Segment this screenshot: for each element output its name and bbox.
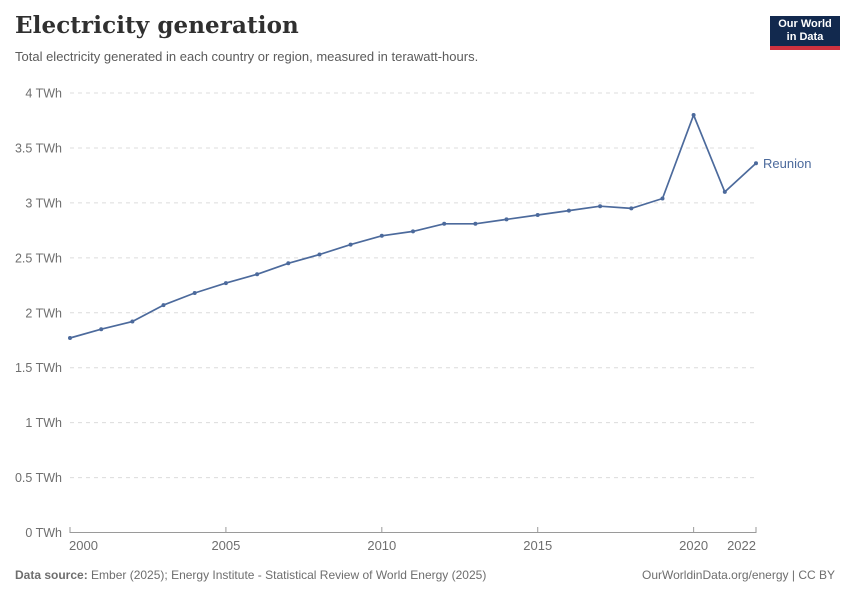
chart-title: Electricity generation (15, 12, 299, 39)
x-tick-label: 2010 (367, 538, 396, 553)
data-point (504, 217, 509, 222)
y-tick-label: 2 TWh (25, 306, 62, 320)
y-tick-label: 1.5 TWh (15, 361, 62, 375)
data-point (130, 319, 135, 324)
series-line-reunion (69, 114, 757, 339)
series-label-reunion[interactable]: Reunion (763, 156, 811, 171)
x-tick-label: 2022 (727, 538, 756, 553)
data-point (99, 327, 104, 332)
data-point (691, 113, 696, 117)
data-point (411, 229, 415, 234)
owid-logo-line2: in Data (786, 31, 824, 43)
data-point (255, 272, 260, 277)
y-tick-label: 2.5 TWh (15, 251, 62, 265)
data-point (722, 189, 727, 194)
data-point (598, 204, 603, 209)
data-point (660, 196, 665, 201)
x-tick-label: 2020 (679, 538, 708, 553)
y-tick-label: 4 TWh (25, 87, 62, 101)
data-source-label: Data source: (15, 568, 88, 582)
data-point (379, 233, 384, 238)
owid-logo[interactable]: Our World in Data (770, 16, 840, 50)
data-point (442, 221, 447, 226)
y-tick-label: 0.5 TWh (15, 471, 62, 485)
chart-subtitle: Total electricity generated in each coun… (15, 49, 479, 64)
x-tick-label: 2015 (523, 538, 552, 553)
y-tick-label: 1 TWh (25, 416, 62, 430)
y-tick-label: 0 TWh (25, 526, 62, 540)
footer-credit-link[interactable]: OurWorldinData.org/energy | CC BY (642, 568, 835, 582)
data-point (286, 261, 291, 266)
y-tick-label: 3.5 TWh (15, 141, 62, 155)
data-point (317, 252, 322, 257)
data-source: Data source: Ember (2025); Energy Instit… (15, 568, 486, 582)
owid-logo-line1: Our World (778, 18, 832, 30)
x-tick-label: 2005 (211, 538, 240, 553)
data-point (348, 242, 353, 247)
x-tick-label: 2000 (69, 538, 98, 553)
data-point (223, 281, 228, 286)
data-point (629, 206, 634, 211)
data-point (192, 291, 197, 295)
data-point (68, 336, 72, 340)
data-point (161, 303, 166, 308)
y-tick-label: 3 TWh (25, 196, 62, 210)
data-source-text: Ember (2025); Energy Institute - Statist… (87, 568, 487, 582)
data-point (754, 161, 758, 166)
chart-footer: Data source: Ember (2025); Energy Instit… (15, 568, 835, 582)
data-point (535, 213, 540, 217)
data-point (473, 221, 478, 226)
data-point (566, 208, 571, 213)
